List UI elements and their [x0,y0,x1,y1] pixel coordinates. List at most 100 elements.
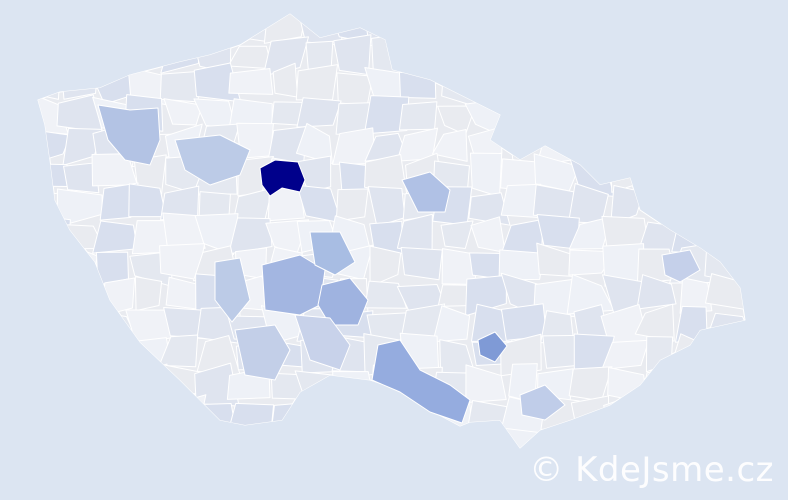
district[interactable] [435,41,477,66]
region-south[interactable] [371,339,471,424]
district[interactable] [336,72,374,106]
district[interactable] [131,426,166,453]
district[interactable] [708,39,749,74]
district[interactable] [567,8,606,46]
district[interactable] [23,272,70,312]
district[interactable] [296,97,342,128]
district[interactable] [641,368,682,399]
district[interactable] [740,38,784,70]
district[interactable] [635,97,683,136]
district[interactable] [672,184,707,223]
district[interactable] [61,35,102,72]
district[interactable] [645,164,673,186]
district[interactable] [92,397,138,428]
district[interactable] [332,399,376,426]
district[interactable] [363,424,406,460]
district[interactable] [398,5,443,44]
district[interactable] [30,429,68,456]
district[interactable] [679,67,716,107]
district[interactable] [34,72,61,100]
district[interactable] [739,125,783,161]
district[interactable] [92,4,139,48]
district[interactable] [567,63,612,102]
district[interactable] [671,160,706,191]
district[interactable] [705,396,744,430]
district[interactable] [635,36,677,77]
district[interactable] [32,243,64,283]
district[interactable] [534,65,572,98]
district[interactable] [161,394,207,436]
district[interactable] [541,34,580,76]
district[interactable] [748,338,784,376]
district[interactable] [228,217,273,255]
district[interactable] [750,67,775,103]
district[interactable] [440,220,474,250]
district[interactable] [24,6,64,46]
district[interactable] [331,427,375,458]
region-central-east[interactable] [317,277,369,326]
district[interactable] [65,363,103,404]
district[interactable] [636,274,677,310]
district[interactable] [228,68,274,95]
district[interactable] [158,334,199,368]
district[interactable] [505,70,548,100]
district[interactable] [201,10,234,45]
district[interactable] [57,338,104,375]
district[interactable] [471,10,502,38]
district[interactable] [570,395,610,434]
district[interactable] [709,156,747,188]
district[interactable] [605,133,640,167]
district[interactable] [127,9,168,40]
district[interactable] [740,307,779,341]
district[interactable] [465,364,507,404]
district[interactable] [270,402,310,432]
district[interactable] [294,399,341,434]
district[interactable] [603,40,646,66]
district[interactable] [32,34,62,71]
district[interactable] [229,426,273,464]
district[interactable] [63,162,100,194]
district[interactable] [399,38,437,67]
district[interactable] [91,34,139,72]
district[interactable] [610,184,645,226]
district[interactable] [59,309,105,345]
district[interactable] [645,336,674,373]
district[interactable] [744,248,771,280]
district[interactable] [575,125,613,165]
district[interactable] [604,3,644,42]
district[interactable] [574,36,611,69]
district[interactable] [431,129,468,162]
district[interactable] [498,32,543,68]
district[interactable] [501,5,545,35]
district[interactable] [24,213,71,252]
region-north-central[interactable] [174,134,251,186]
district[interactable] [474,70,511,106]
district[interactable] [261,428,305,462]
district[interactable] [369,245,402,287]
district[interactable] [59,277,101,315]
district[interactable] [744,279,783,311]
district[interactable] [639,124,683,157]
district[interactable] [335,188,369,222]
district[interactable] [636,10,683,48]
district[interactable] [295,64,339,101]
region-moravia-east[interactable] [661,249,701,283]
district[interactable] [431,14,469,35]
district[interactable] [741,214,784,247]
district[interactable] [197,428,234,465]
district[interactable] [668,95,717,138]
district[interactable] [469,434,512,467]
district[interactable] [468,35,507,72]
district[interactable] [25,307,64,347]
district[interactable] [296,422,333,461]
district[interactable] [676,365,714,404]
district[interactable] [702,336,748,373]
district[interactable] [634,303,675,342]
region-east-bohemia[interactable] [401,171,451,213]
region-south-moravia[interactable] [477,331,508,363]
district[interactable] [706,182,746,219]
district[interactable] [737,404,777,428]
district[interactable] [398,101,438,131]
region-northwest[interactable] [97,104,161,166]
district[interactable] [744,364,783,403]
